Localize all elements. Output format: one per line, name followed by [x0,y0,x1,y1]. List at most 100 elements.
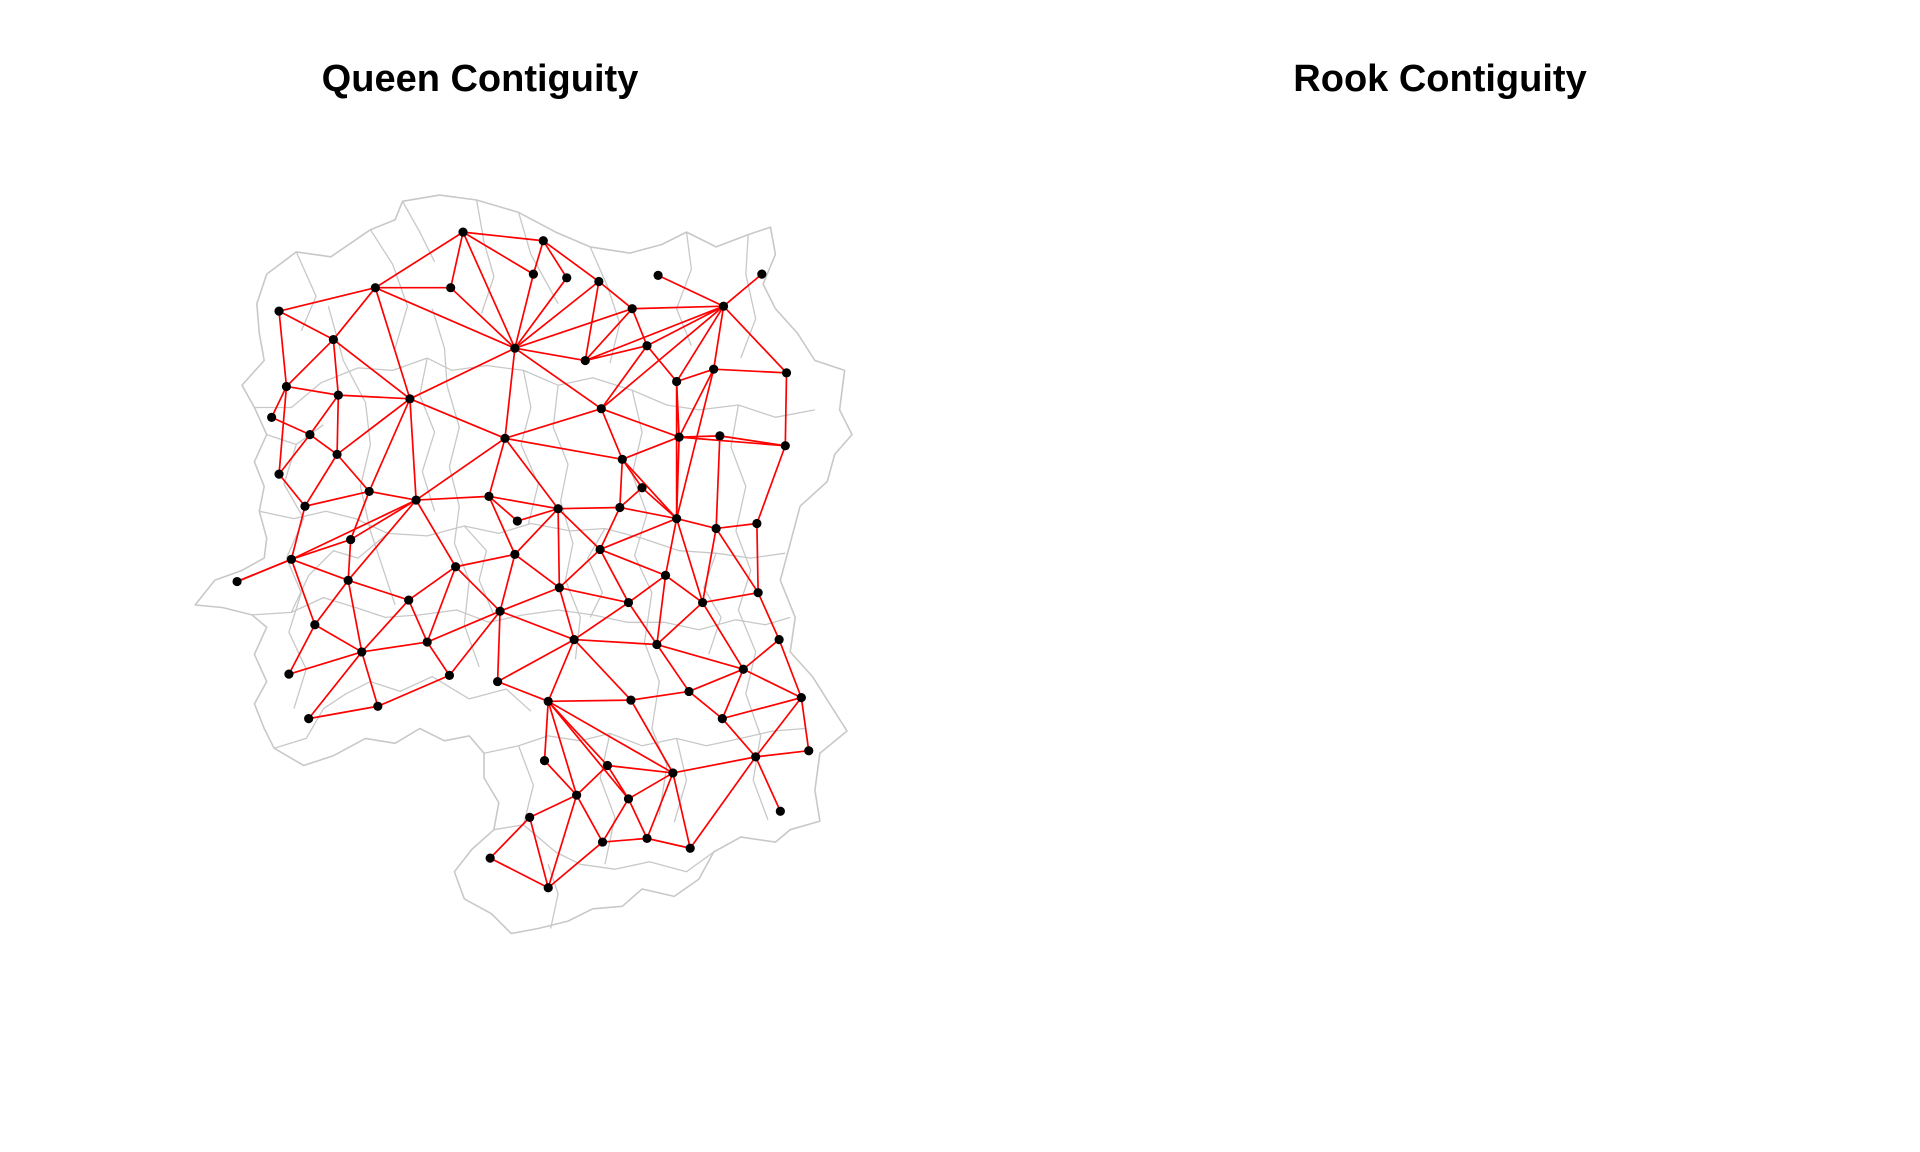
queen-neighbor-link [347,499,417,581]
queen-centroid-node [492,676,503,687]
queen-neighbor-link [607,764,674,774]
queen-centroid-node [781,368,792,378]
queen-neighbor-link [688,690,723,720]
queen-centroid-node [364,486,374,497]
queen-neighbor-link [713,368,787,374]
queen-centroid-node [543,883,553,893]
queen-neighbor-link [676,517,717,530]
queen-centroid-node [685,843,695,853]
queen-centroid-node [512,516,522,526]
queen-neighbor-link [627,798,648,839]
queen-neighbor-link [514,307,633,349]
queen-neighbor-link [368,398,411,492]
queen-centroid-node [597,837,608,847]
queen-neighbor-link [271,416,311,436]
queen-neighbor-link [504,407,602,440]
queen-centroid-node [305,430,315,440]
queen-neighbor-link [557,508,561,588]
queen-neighbor-link [360,651,379,707]
queen-centroid-node [543,696,553,706]
queen-centroid-node [284,669,294,679]
queen-boundaries [194,194,853,935]
queen-title: Queen Contiguity [321,58,639,100]
queen-neighbor-link [489,816,531,859]
queen-neighbor-link [584,281,600,361]
queen-centroid-node [510,343,520,353]
queen-neighbor-link [347,579,409,601]
queen-district-boundary [401,200,436,263]
queen-centroid-node [300,501,310,511]
queen-neighbor-link [336,453,370,492]
queen-neighbor-link [656,643,744,671]
queen-neighbor-link [754,756,782,812]
queen-neighbor-link [619,506,677,520]
queen-centroid-node [623,597,634,608]
queen-neighbor-link [547,700,674,774]
queen-centroid-node [780,441,790,451]
queen-neighbor-link [270,386,288,418]
queen-neighbor-link [426,641,451,676]
queen-neighbor-link [286,385,339,396]
queen-neighbor-link [361,641,428,653]
queen-district-boundary [290,532,389,613]
queen-district-boundary [259,510,786,559]
queen-neighbor-link [542,240,568,279]
queen-neighbor-link [308,705,378,720]
queen-neighbor-link [675,305,725,382]
queen-centroid-node [627,304,637,314]
queen-centroid-node [709,364,719,374]
queen-centroid-node [668,768,678,778]
queen-centroid-node [500,433,510,443]
queen-neighbor-link [462,231,544,242]
queen-centroid-node [672,513,682,524]
queen-centroid-node [232,576,242,587]
queen-neighbor-link [314,624,363,653]
queen-neighbor-link [278,434,311,475]
queen-neighbor-link [688,668,744,693]
queen-neighbor-link [602,837,648,843]
queen-neighbor-link [462,231,534,275]
queen-centroid-node [343,575,353,585]
queen-district-boundary [273,675,532,749]
queen-neighbor-link [349,491,370,540]
queen-neighbor-link [646,837,691,850]
queen-centroid-node [525,812,535,822]
queen-centroid-node [328,334,338,345]
queen-centroid-node [715,431,725,441]
queen-neighbor-link [409,347,516,400]
queen-neighbor-link [632,305,724,310]
queen-neighbor-link [701,602,745,670]
queen-neighbor-link [409,398,417,501]
queen-neighbor-link [278,311,288,387]
queen-neighbor-link [621,458,678,520]
queen-neighbor-link [646,345,678,383]
queen-neighbor-link [618,459,624,508]
queen-neighbor-link [641,487,678,520]
queen-district-boundary [730,404,769,821]
queen-neighbor-link [573,601,629,641]
queen-district-boundary [673,738,688,823]
queen-district-boundary [547,864,559,929]
queen-neighbor-link [455,566,501,612]
queen-centroid-node [602,760,613,771]
queen-centroid-node [485,853,495,863]
queen-neighbor-link [547,794,578,889]
queen-district-boundary [419,357,436,512]
queen-district-boundary [520,370,539,524]
queen-neighbor-link [332,338,411,400]
queen-neighbor-link [497,638,575,683]
queen-centroid-node [775,806,785,816]
queen-centroid-node [562,273,572,283]
queen-neighbor-link [496,611,501,682]
queen-neighbor-link [288,651,363,675]
queen-centroid-node [404,595,414,605]
queen-centroid-node [684,686,694,697]
queen-neighbor-link [514,277,568,349]
queen-neighbor-link [778,639,803,698]
queen-neighbor-link [672,772,692,849]
queen-centroid-node [553,504,563,514]
queen-neighbor-link [716,522,757,530]
queen-centroid-node [580,355,590,366]
queen-centroid-node [333,390,343,400]
queen-neighbor-link [606,765,630,800]
